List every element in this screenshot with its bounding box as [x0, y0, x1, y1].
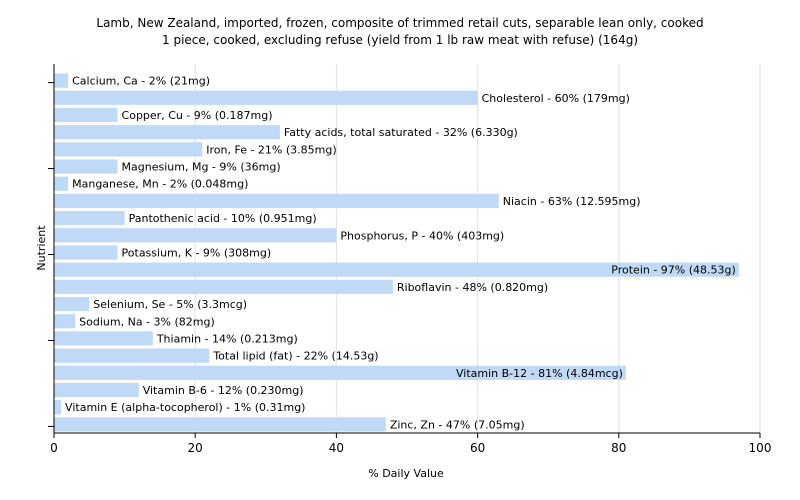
bar	[54, 176, 69, 191]
bar-label: Riboflavin - 48% (0.820mg)	[397, 281, 548, 294]
bar-label: Magnesium, Mg - 9% (36mg)	[122, 161, 281, 174]
bar	[54, 348, 210, 363]
bar	[54, 262, 739, 277]
bar	[54, 211, 125, 226]
bar	[54, 90, 478, 105]
bar-label: Vitamin B-12 - 81% (4.84mcg)	[456, 367, 623, 380]
bar-label: Zinc, Zn - 47% (7.05mg)	[390, 418, 525, 431]
x-tick-label: 80	[611, 441, 626, 455]
bar-label: Cholesterol - 60% (179mg)	[482, 92, 630, 105]
bar	[54, 107, 118, 123]
bar	[54, 314, 76, 329]
x-tick-label: 60	[470, 441, 485, 455]
bar-label: Manganese, Mn - 2% (0.048mg)	[72, 178, 248, 191]
bar	[54, 228, 337, 243]
bar	[54, 331, 153, 346]
bar-label: Iron, Fe - 21% (3.85mg)	[206, 143, 336, 156]
bar-label: Sodium, Na - 3% (82mg)	[79, 315, 215, 328]
bar	[54, 125, 280, 140]
x-tick-label: 20	[188, 441, 203, 455]
bar-label: Phosphorus, P - 40% (403mg)	[340, 229, 504, 242]
bar	[54, 142, 203, 157]
chart-title-block: Lamb, New Zealand, imported, frozen, com…	[0, 15, 800, 49]
bar	[54, 382, 139, 398]
chart-title: Lamb, New Zealand, imported, frozen, com…	[96, 16, 704, 30]
bar-label: Selenium, Se - 5% (3.3mcg)	[93, 298, 247, 311]
y-axis-title: Nutrient	[35, 225, 48, 271]
x-tick-label: 40	[329, 441, 344, 455]
bar	[54, 73, 69, 88]
chart-subtitle: 1 piece, cooked, excluding refuse (yield…	[162, 33, 638, 47]
bar	[54, 417, 386, 432]
bar-label: Vitamin E (alpha-tocopherol) - 1% (0.31m…	[65, 401, 305, 414]
bar-label: Total lipid (fat) - 22% (14.53g)	[212, 350, 378, 363]
bar-label: Vitamin B-6 - 12% (0.230mg)	[143, 384, 304, 397]
bar-label: Calcium, Ca - 2% (21mg)	[72, 75, 210, 88]
bar	[54, 245, 118, 260]
bar-label: Fatty acids, total saturated - 32% (6.33…	[284, 126, 518, 139]
bar-label: Copper, Cu - 9% (0.187mg)	[122, 109, 273, 122]
bar	[54, 400, 62, 415]
bar	[54, 159, 118, 174]
bar	[54, 279, 393, 294]
bar	[54, 365, 626, 380]
bar	[54, 193, 499, 209]
x-axis-title: % Daily Value	[368, 467, 444, 480]
bar-label: Protein - 97% (48.53g)	[611, 264, 736, 277]
bar-label: Pantothenic acid - 10% (0.951mg)	[129, 212, 317, 225]
bar-label: Thiamin - 14% (0.213mg)	[156, 332, 298, 345]
x-tick-label: 100	[749, 441, 772, 455]
x-tick-label: 0	[50, 441, 58, 455]
bars: Calcium, Ca - 2% (21mg) Cholesterol - 60%…	[54, 73, 739, 432]
bar	[54, 296, 90, 312]
bar-label: Niacin - 63% (12.595mg)	[503, 195, 641, 208]
axes: 0 20 40 60 80 100	[48, 64, 771, 455]
bar-label: Potassium, K - 9% (308mg)	[122, 247, 272, 260]
